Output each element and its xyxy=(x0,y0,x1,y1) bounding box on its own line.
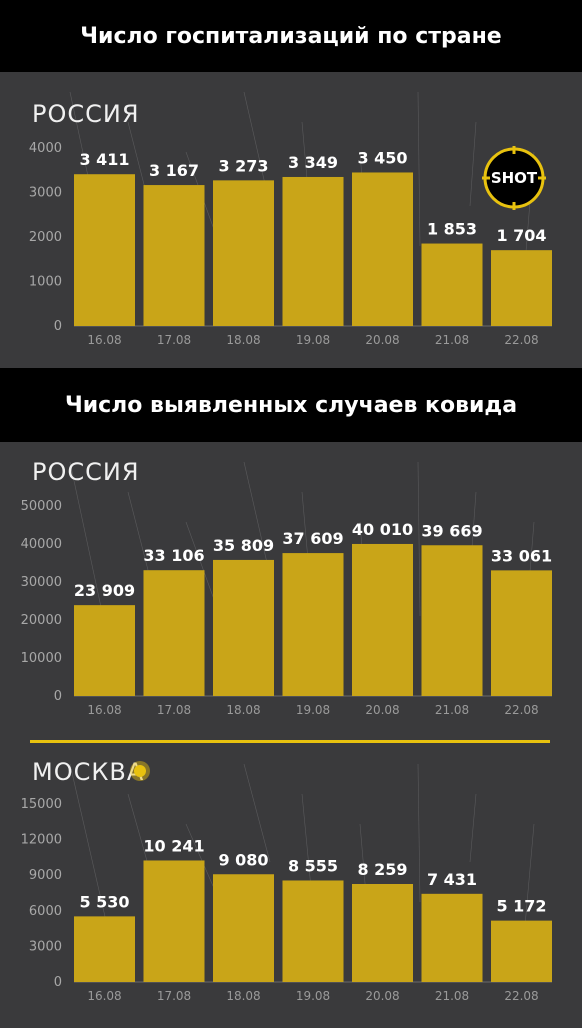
bar xyxy=(143,570,205,696)
bar xyxy=(282,176,344,326)
bar xyxy=(352,543,413,696)
x-tick-label: 20.08 xyxy=(365,703,399,717)
bar-value-label: 3 450 xyxy=(357,148,407,167)
x-tick-label: 19.08 xyxy=(296,703,330,717)
section-divider xyxy=(30,740,550,743)
bar-value-label: 3 167 xyxy=(149,161,199,180)
bar-value-label: 3 349 xyxy=(288,153,338,172)
shot-logo: SHOT xyxy=(482,146,546,210)
y-tick-label: 50000 xyxy=(21,499,62,514)
shot-logo-text: SHOT xyxy=(491,169,538,187)
hospitalizations-chart: 0 1000 2000 3000 4000 3 411 16.08 3 167 17.08 3 2… xyxy=(29,91,552,347)
bar-value-label: 8 555 xyxy=(288,856,338,875)
x-tick-label: 21.08 xyxy=(435,703,469,717)
y-tick-label: 0 xyxy=(54,319,62,334)
x-tick-label: 17.08 xyxy=(157,989,191,1003)
chart-panel-moscow-cases: МОСКВА 0 3000 6000 9000 12000 15000 5 530 16.08… xyxy=(0,744,582,1024)
bar xyxy=(421,893,483,982)
bar xyxy=(282,553,344,696)
x-tick-label: 19.08 xyxy=(296,333,330,347)
bar xyxy=(491,250,552,326)
moscow-location-icon xyxy=(130,761,150,781)
bar-value-label: 35 809 xyxy=(213,536,274,555)
bar-value-label: 9 080 xyxy=(218,850,268,869)
bar-value-label: 33 061 xyxy=(491,546,552,565)
y-tick-label: 1000 xyxy=(29,275,62,290)
x-tick-label: 16.08 xyxy=(87,703,121,717)
x-tick-label: 16.08 xyxy=(87,333,121,347)
bar xyxy=(74,916,135,982)
y-tick-label: 6000 xyxy=(29,904,62,919)
bar xyxy=(491,920,552,982)
bar xyxy=(143,860,205,982)
bar xyxy=(421,243,483,326)
region-label-russia-cases: РОССИЯ xyxy=(32,458,140,486)
bar-value-label: 5 530 xyxy=(79,892,129,911)
chart-panel-russia-cases: РОССИЯ 0 10000 20000 30000 40000 50000 23 909 1… xyxy=(0,442,582,740)
bar xyxy=(213,874,274,982)
x-tick-label: 18.08 xyxy=(226,333,260,347)
cases-title: Число выявленных случаев ковида xyxy=(64,392,518,418)
x-tick-label: 21.08 xyxy=(435,333,469,347)
x-tick-label: 18.08 xyxy=(226,989,260,1003)
bar xyxy=(74,605,135,696)
y-tick-label: 30000 xyxy=(21,575,62,590)
bar xyxy=(213,180,274,326)
x-tick-label: 22.08 xyxy=(504,989,538,1003)
bar-value-label: 40 010 xyxy=(352,520,413,539)
x-tick-label: 17.08 xyxy=(157,333,191,347)
y-tick-label: 9000 xyxy=(29,868,62,883)
bar-value-label: 1 704 xyxy=(496,226,546,245)
y-tick-label: 15000 xyxy=(21,797,62,812)
x-tick-label: 17.08 xyxy=(157,703,191,717)
region-label-moscow: МОСКВА xyxy=(32,758,145,786)
region-label-russia-hosp: РОССИЯ xyxy=(32,100,140,128)
bar-value-label: 33 106 xyxy=(143,546,204,565)
bar xyxy=(213,559,274,696)
chart-panel-russia-hosp: РОССИЯ SHOT 0 1000 2000 3000 4000 3 411 16.08 3… xyxy=(0,72,582,368)
bar xyxy=(352,883,413,982)
x-tick-label: 16.08 xyxy=(87,989,121,1003)
x-tick-label: 20.08 xyxy=(365,333,399,347)
moscow-cases-chart: 0 3000 6000 9000 12000 15000 5 530 16.08 10 241 1… xyxy=(21,763,552,1003)
y-tick-label: 10000 xyxy=(21,651,62,666)
cases-header: Число выявленных случаев ковида xyxy=(0,368,582,442)
bar-value-label: 3 411 xyxy=(79,150,129,169)
bar-value-label: 23 909 xyxy=(74,581,135,600)
y-tick-label: 0 xyxy=(54,689,62,704)
bar xyxy=(143,185,205,326)
x-tick-label: 21.08 xyxy=(435,989,469,1003)
x-tick-label: 22.08 xyxy=(504,333,538,347)
bar-value-label: 5 172 xyxy=(496,897,546,916)
x-tick-label: 19.08 xyxy=(296,989,330,1003)
bar-value-label: 10 241 xyxy=(143,836,204,855)
bar-value-label: 39 669 xyxy=(421,521,482,540)
y-tick-label: 40000 xyxy=(21,537,62,552)
y-tick-label: 20000 xyxy=(21,613,62,628)
bar xyxy=(282,880,344,982)
y-tick-label: 4000 xyxy=(29,141,62,156)
russia-cases-chart: 0 10000 20000 30000 40000 50000 23 909 16.08 33 … xyxy=(21,461,552,717)
y-tick-label: 2000 xyxy=(29,230,62,245)
x-tick-label: 18.08 xyxy=(226,703,260,717)
y-tick-label: 3000 xyxy=(29,939,62,954)
bar-value-label: 3 273 xyxy=(218,156,268,175)
bar xyxy=(352,172,413,326)
x-tick-label: 22.08 xyxy=(504,703,538,717)
bar xyxy=(74,174,135,326)
bar-value-label: 8 259 xyxy=(357,860,407,879)
bar xyxy=(491,570,552,696)
bar-value-label: 7 431 xyxy=(427,870,477,889)
y-tick-label: 0 xyxy=(54,975,62,990)
hospitalizations-header: Число госпитализаций по стране xyxy=(0,0,582,72)
bar xyxy=(421,545,483,696)
bar-value-label: 37 609 xyxy=(282,529,343,548)
hospitalizations-title: Число госпитализаций по стране xyxy=(80,23,502,49)
y-tick-label: 3000 xyxy=(29,186,62,201)
y-tick-label: 12000 xyxy=(21,833,62,848)
bar-value-label: 1 853 xyxy=(427,220,477,239)
x-tick-label: 20.08 xyxy=(365,989,399,1003)
